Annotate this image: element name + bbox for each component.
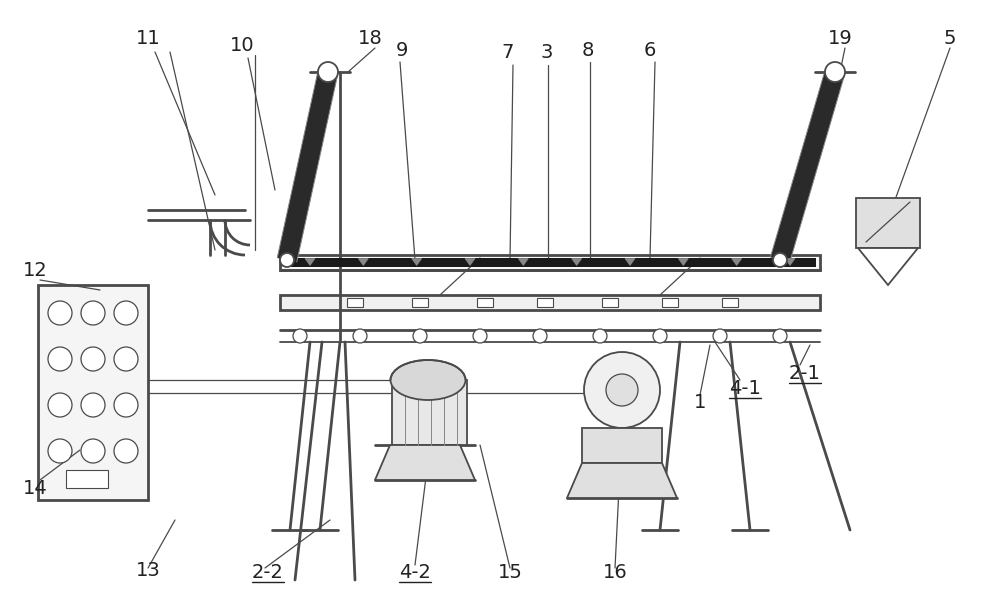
Text: 19: 19 (828, 28, 852, 47)
Polygon shape (412, 258, 422, 266)
Circle shape (81, 347, 105, 371)
Text: 11: 11 (136, 28, 160, 47)
Circle shape (413, 329, 427, 343)
Bar (280, 295, 820, 310)
Circle shape (473, 329, 487, 343)
Circle shape (48, 439, 72, 463)
Polygon shape (732, 258, 742, 266)
Polygon shape (305, 258, 315, 266)
Polygon shape (465, 258, 475, 266)
Bar (602, 298, 618, 307)
Text: 16: 16 (603, 563, 627, 582)
Circle shape (584, 352, 660, 428)
Text: 7: 7 (502, 42, 514, 62)
Text: 5: 5 (944, 28, 956, 47)
Text: 15: 15 (498, 563, 522, 582)
Circle shape (114, 439, 138, 463)
Circle shape (114, 301, 138, 325)
Bar (347, 298, 363, 307)
Bar (412, 298, 428, 307)
Circle shape (114, 393, 138, 417)
Circle shape (280, 253, 294, 267)
Circle shape (48, 393, 72, 417)
Circle shape (713, 329, 727, 343)
Circle shape (318, 62, 338, 82)
Text: 3: 3 (541, 42, 553, 62)
Bar (582, 428, 662, 463)
Bar (280, 255, 820, 270)
Circle shape (293, 329, 307, 343)
Bar (537, 298, 553, 307)
Polygon shape (375, 445, 475, 480)
Text: 14: 14 (23, 478, 47, 498)
Bar (722, 298, 738, 307)
Circle shape (81, 301, 105, 325)
Polygon shape (572, 258, 582, 266)
Polygon shape (518, 258, 528, 266)
Text: 6: 6 (644, 41, 656, 60)
Polygon shape (785, 258, 795, 266)
Text: 8: 8 (582, 41, 594, 60)
Circle shape (773, 329, 787, 343)
Polygon shape (358, 258, 368, 266)
Bar (477, 298, 493, 307)
Ellipse shape (390, 360, 466, 400)
Circle shape (593, 329, 607, 343)
Text: 18: 18 (358, 28, 382, 47)
Polygon shape (277, 70, 338, 262)
Polygon shape (770, 69, 845, 263)
Circle shape (533, 329, 547, 343)
Text: 10: 10 (230, 36, 254, 55)
Bar (856, 198, 920, 248)
Text: 13: 13 (136, 560, 160, 579)
Bar (662, 298, 678, 307)
Text: 9: 9 (396, 41, 408, 60)
Circle shape (653, 329, 667, 343)
Polygon shape (625, 258, 635, 266)
Bar (392, 380, 467, 445)
Bar (66, 470, 108, 488)
Polygon shape (858, 248, 918, 285)
Polygon shape (678, 258, 688, 266)
Bar (38, 285, 148, 500)
Circle shape (773, 253, 787, 267)
Text: 2-2: 2-2 (252, 563, 284, 582)
Text: 1: 1 (694, 394, 706, 413)
Bar (284, 258, 816, 267)
Circle shape (825, 62, 845, 82)
Text: 12: 12 (23, 261, 47, 279)
Circle shape (48, 347, 72, 371)
Circle shape (353, 329, 367, 343)
Text: 4-1: 4-1 (729, 378, 761, 397)
Circle shape (114, 347, 138, 371)
Circle shape (81, 439, 105, 463)
Circle shape (606, 374, 638, 406)
Polygon shape (567, 463, 677, 498)
Circle shape (48, 301, 72, 325)
Text: 4-2: 4-2 (399, 563, 431, 582)
Circle shape (81, 393, 105, 417)
Text: 2-1: 2-1 (789, 363, 821, 383)
